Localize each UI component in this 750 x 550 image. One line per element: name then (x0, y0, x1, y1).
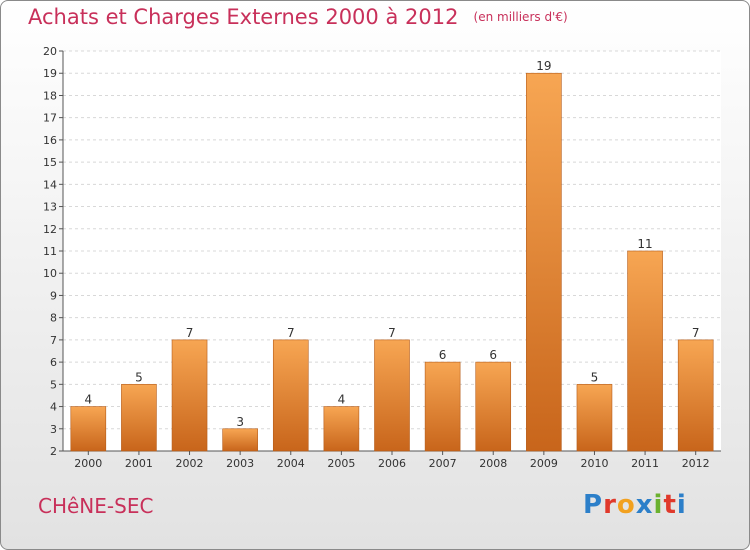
x-tick-label: 2011 (631, 457, 659, 470)
bar (374, 339, 410, 452)
x-tick-label: 2000 (74, 457, 102, 470)
y-tick-label: 13 (43, 201, 57, 214)
bar-value-label: 7 (287, 326, 295, 340)
y-tick-label: 18 (43, 89, 57, 102)
y-tick-label: 5 (50, 378, 57, 391)
y-tick-label: 19 (43, 67, 57, 80)
bar (526, 72, 562, 452)
y-tick-label: 17 (43, 112, 57, 125)
bar-value-label: 7 (186, 326, 194, 340)
bar-value-label: 6 (439, 348, 447, 362)
logo-letter: t (663, 490, 677, 520)
x-tick-label: 2002 (176, 457, 204, 470)
x-tick-label: 2009 (530, 457, 558, 470)
bar-value-label: 5 (591, 370, 599, 384)
y-tick-label: 15 (43, 156, 57, 169)
y-tick-label: 16 (43, 134, 57, 147)
bar (576, 384, 613, 452)
bar (475, 361, 512, 452)
chart-title-block: Achats et Charges Externes 2000 à 2012 (… (28, 5, 568, 29)
logo-letter: i (676, 490, 687, 520)
y-tick-label: 10 (43, 267, 57, 280)
bar (323, 406, 360, 452)
logo-letter: x (635, 490, 654, 520)
chart-title: Achats et Charges Externes 2000 à 2012 (28, 5, 459, 29)
bar-value-label: 3 (236, 415, 244, 429)
x-tick-label: 2005 (327, 457, 355, 470)
logo-letter: r (603, 490, 617, 520)
bar (272, 339, 309, 452)
logo-letter: i (653, 490, 664, 520)
logo-letter: P (583, 490, 604, 520)
x-tick-label: 2007 (429, 457, 457, 470)
x-tick-label: 2012 (682, 457, 710, 470)
y-tick-label: 8 (50, 312, 57, 325)
bar-value-label: 11 (637, 237, 652, 251)
bar (70, 406, 107, 452)
proxiti-logo: Proxiti (583, 490, 687, 520)
bar (121, 384, 157, 452)
x-tick-label: 2004 (277, 457, 305, 470)
bar-value-label: 5 (135, 370, 143, 384)
bar (677, 339, 714, 452)
bar-value-label: 19 (536, 59, 551, 73)
x-tick-label: 2001 (125, 457, 153, 470)
chart-unit: (en milliers d'€) (473, 10, 568, 24)
y-tick-label: 2 (50, 445, 57, 458)
bar (222, 428, 258, 452)
y-tick-label: 6 (50, 356, 57, 369)
y-tick-label: 20 (43, 45, 57, 58)
y-tick-label: 11 (43, 245, 57, 258)
y-tick-label: 9 (50, 289, 57, 302)
bar (171, 339, 208, 452)
x-tick-label: 2003 (226, 457, 254, 470)
y-tick-label: 4 (50, 401, 57, 414)
y-tick-label: 12 (43, 223, 57, 236)
y-tick-label: 3 (50, 423, 57, 436)
bar-value-label: 7 (692, 326, 700, 340)
y-tick-label: 14 (43, 178, 57, 191)
x-tick-label: 2010 (580, 457, 608, 470)
bar (424, 361, 461, 452)
bar-value-label: 4 (84, 393, 92, 407)
logo-letter: o (616, 490, 636, 520)
x-tick-label: 2008 (479, 457, 507, 470)
bar-value-label: 6 (489, 348, 497, 362)
bar-value-label: 4 (338, 393, 346, 407)
x-tick-label: 2006 (378, 457, 406, 470)
commune-name: CHêNE-SEC (38, 494, 154, 518)
bar-value-label: 7 (388, 326, 396, 340)
y-tick-label: 7 (50, 334, 57, 347)
bar (627, 250, 663, 452)
